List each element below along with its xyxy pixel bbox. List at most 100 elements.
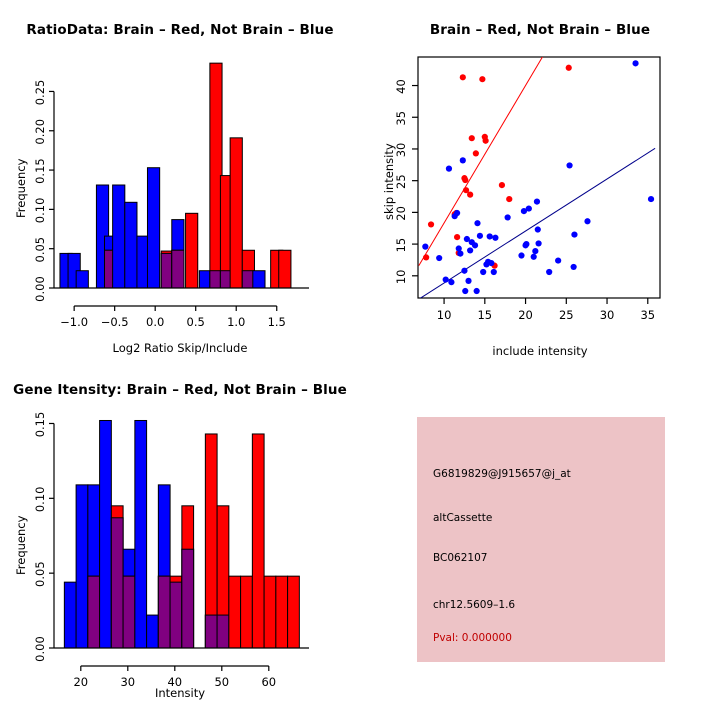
- scatter-point: [455, 245, 462, 252]
- gene-bar-red: [287, 575, 300, 649]
- gene-bars: [63, 419, 300, 649]
- scatter-point: [584, 218, 591, 225]
- ratio-x-ticklabel: 1.0: [227, 315, 245, 329]
- gene-x-ticklabel: 20: [73, 675, 88, 689]
- scatter-point: [555, 257, 562, 264]
- scatter-point: [506, 195, 513, 203]
- scatter-xlabel: include intensity: [492, 344, 588, 358]
- scatter-y-ticklabel: 10: [394, 269, 408, 284]
- scatter-point: [504, 214, 511, 221]
- ratio-y-ticklabel: 0.05: [33, 237, 47, 263]
- scatter-fit-line-brain-fit: [418, 57, 543, 266]
- scatter-point: [436, 254, 443, 262]
- scatter-point: [454, 209, 461, 217]
- scatter-point: [480, 268, 487, 276]
- gene-bar-red: [251, 433, 265, 649]
- gene-x-ticklabel: 60: [261, 675, 276, 689]
- ratio-x-ticklabel: −1.0: [60, 315, 88, 329]
- gene-bar-overlap: [110, 517, 124, 649]
- scatter-point: [486, 233, 493, 240]
- info-probe-id: G6819829@J915657@j_at: [433, 468, 571, 480]
- scatter-content: [418, 57, 656, 298]
- gene-bar-blue: [134, 419, 148, 649]
- ratio-bar-blue: [146, 167, 161, 289]
- scatter-title: Brain – Red, Not Brain – Blue: [429, 22, 651, 38]
- scatter-point: [482, 137, 489, 144]
- scatter-point: [535, 240, 542, 247]
- scatter-point: [473, 287, 480, 295]
- ratio-bar-red: [185, 212, 199, 289]
- ratio-y-ticklabel: 0.00: [33, 276, 47, 302]
- gene-hist-plot: 0.00 0.05 0.10 0.15 20 30 40 50 60: [33, 412, 309, 689]
- ratio-y-ticklabel: 0.10: [33, 198, 47, 224]
- gene-bar-overlap: [122, 575, 136, 649]
- gene-x-ticklabel: 50: [214, 675, 229, 689]
- scatter-point: [459, 157, 466, 164]
- scatter-point: [472, 150, 479, 157]
- gene-bar-red: [275, 575, 289, 649]
- gene-hist-xlabel: Intensity: [154, 686, 206, 700]
- gene-bar-overlap: [181, 548, 195, 649]
- scatter-point: [423, 254, 430, 261]
- ratio-bar-overlap: [171, 249, 185, 289]
- scatter-y-ticklabel: 35: [394, 111, 408, 126]
- info-background: [417, 417, 665, 662]
- ratio-x-ticklabel: 1.5: [268, 315, 286, 329]
- scatter-point: [571, 231, 578, 238]
- scatter-x-ticklabel: 30: [600, 308, 615, 322]
- ratio-bars: [59, 62, 292, 289]
- scatter-point: [565, 64, 572, 71]
- gene-bar-blue: [75, 484, 89, 649]
- scatter-point: [471, 242, 479, 249]
- panel-intensity-scatter: Brain – Red, Not Brain – Blue 10 15 20 25 30…: [360, 0, 720, 360]
- scatter-point: [462, 187, 470, 194]
- scatter-point: [422, 243, 429, 250]
- ratio-hist-ylabel: Frequency: [14, 158, 28, 218]
- scatter-point: [467, 191, 474, 198]
- scatter-point: [463, 235, 470, 243]
- ratio-bar-blue: [252, 270, 266, 289]
- gene-bar-blue: [99, 419, 112, 649]
- scatter-point: [530, 253, 537, 260]
- scatter-point: [518, 252, 525, 259]
- scatter-point: [520, 208, 528, 215]
- ratio-hist-title: RatioData: Brain – Red, Not Brain – Blue: [26, 22, 334, 38]
- gene-bar-overlap: [204, 614, 218, 649]
- ratio-y-ticklabel: 0.25: [33, 80, 47, 106]
- scatter-point: [533, 198, 541, 205]
- scatter-point: [532, 247, 539, 255]
- gene-bar-overlap: [169, 581, 183, 649]
- scatter-point: [468, 135, 475, 142]
- scatter-point: [445, 165, 453, 172]
- gene-x-ticklabel: 40: [167, 675, 182, 689]
- scatter-point: [479, 76, 486, 83]
- info-pval: Pval: 0.000000: [433, 632, 512, 644]
- scatter-point: [461, 267, 468, 274]
- ratio-y-ticklabel: 0.20: [33, 119, 47, 145]
- scatter-point: [525, 205, 532, 212]
- scatter-point: [570, 263, 577, 271]
- scatter-plot: 10 15 20 25 30 35 40 10 15 20 25 30 35: [394, 56, 661, 322]
- ratio-x-ticklabel: 0.5: [187, 315, 205, 329]
- scatter-point: [534, 226, 541, 233]
- scatter-point: [465, 277, 472, 284]
- scatter-point: [632, 60, 639, 67]
- gene-bar-overlap: [157, 575, 171, 649]
- scatter-point: [454, 234, 461, 241]
- scatter-point: [474, 220, 481, 227]
- scatter-x-ticklabel: 35: [640, 308, 655, 322]
- ratio-bar-red: [229, 137, 243, 289]
- scatter-point: [566, 162, 573, 169]
- scatter-y-ticklabel: 25: [394, 174, 408, 189]
- scatter-point: [647, 195, 655, 203]
- gene-y-ticklabel: 0.05: [33, 561, 47, 587]
- ratio-y-ticklabel: 0.15: [33, 158, 47, 184]
- scatter-point: [498, 182, 506, 189]
- scatter-point: [459, 74, 466, 81]
- scatter-point: [442, 276, 449, 283]
- panel-annotation-info: G6819829@J915657@j_at altCassette BC0621…: [360, 360, 720, 720]
- ratio-bar-blue: [75, 270, 89, 289]
- scatter-point: [546, 268, 553, 276]
- ratio-bar-blue: [112, 184, 126, 289]
- info-event-type: altCassette: [433, 512, 493, 524]
